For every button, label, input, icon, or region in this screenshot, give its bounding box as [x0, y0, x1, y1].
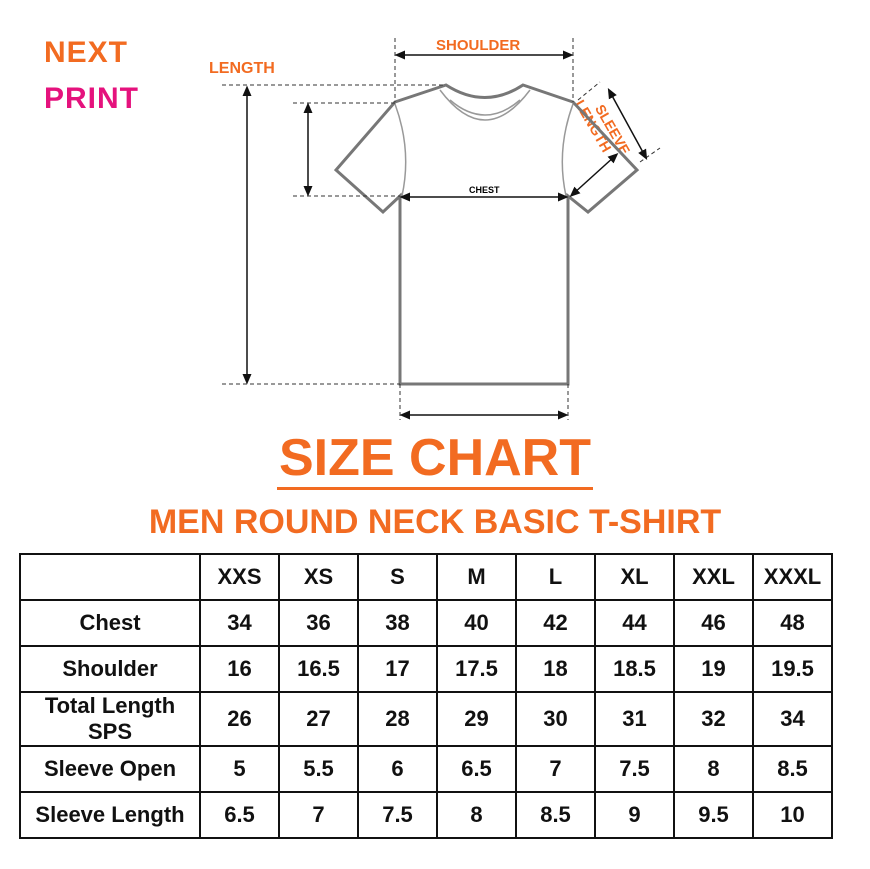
value-cell: 38 [357, 599, 438, 647]
table-row: Total Length SPS 26 27 28 29 30 31 32 34 [19, 691, 833, 747]
size-header: XS [278, 553, 359, 601]
corner-cell [19, 553, 201, 601]
tshirt-outline [333, 83, 640, 386]
row-label: Shoulder [19, 645, 201, 693]
value-cell: 7 [278, 791, 359, 839]
row-label: Sleeve Length [19, 791, 201, 839]
table-row: Chest 34 36 38 40 42 44 46 48 [19, 599, 833, 647]
logo-print: PRINT [44, 82, 139, 115]
value-cell: 27 [278, 691, 359, 747]
size-header: XXL [673, 553, 754, 601]
row-label: Total Length SPS [19, 691, 201, 747]
value-cell: 29 [436, 691, 517, 747]
value-cell: 31 [594, 691, 675, 747]
size-header: L [515, 553, 596, 601]
size-header: XXXL [752, 553, 833, 601]
value-cell: 9.5 [673, 791, 754, 839]
value-cell: 42 [515, 599, 596, 647]
length-label: LENGTH [209, 60, 275, 77]
value-cell: 28 [357, 691, 438, 747]
value-cell: 19.5 [752, 645, 833, 693]
value-cell: 26 [199, 691, 280, 747]
table-row: Shoulder 16 16.5 17 17.5 18 18.5 19 19.5 [19, 645, 833, 693]
value-cell: 7.5 [357, 791, 438, 839]
value-cell: 9 [594, 791, 675, 839]
value-cell: 40 [436, 599, 517, 647]
value-cell: 32 [673, 691, 754, 747]
table-row: Sleeve Open 5 5.5 6 6.5 7 7.5 8 8.5 [19, 745, 833, 793]
value-cell: 30 [515, 691, 596, 747]
value-cell: 36 [278, 599, 359, 647]
size-header: S [357, 553, 438, 601]
size-header: XXS [199, 553, 280, 601]
value-cell: 8 [436, 791, 517, 839]
value-cell: 34 [199, 599, 280, 647]
size-header: XL [594, 553, 675, 601]
value-cell: 7.5 [594, 745, 675, 793]
value-cell: 8 [673, 745, 754, 793]
value-cell: 19 [673, 645, 754, 693]
value-cell: 5 [199, 745, 280, 793]
product-subtitle: MEN ROUND NECK BASIC T-SHIRT [148, 503, 722, 541]
value-cell: 17 [357, 645, 438, 693]
value-cell: 6.5 [436, 745, 517, 793]
row-label: Sleeve Open [19, 745, 201, 793]
value-cell: 16.5 [278, 645, 359, 693]
value-cell: 5.5 [278, 745, 359, 793]
value-cell: 17.5 [436, 645, 517, 693]
value-cell: 6 [357, 745, 438, 793]
table-row: Sleeve Length 6.5 7 7.5 8 8.5 9 9.5 10 [19, 791, 833, 839]
value-cell: 16 [199, 645, 280, 693]
page-title: SIZE CHART [0, 428, 870, 490]
header-row: XXS XS S M L XL XXL XXXL [19, 553, 833, 601]
value-cell: 18 [515, 645, 596, 693]
row-label: Chest [19, 599, 201, 647]
size-header: M [436, 553, 517, 601]
value-cell: 44 [594, 599, 675, 647]
chest-label: CHEST [469, 185, 500, 195]
shoulder-label: SHOULDER [436, 37, 521, 54]
value-cell: 10 [752, 791, 833, 839]
value-cell: 46 [673, 599, 754, 647]
size-chart-title: SIZE CHART [277, 429, 593, 490]
value-cell: 7 [515, 745, 596, 793]
size-table: XXS XS S M L XL XXL XXXL Chest 34 36 38 40 42 44 46 48 Sh… [19, 553, 833, 839]
tshirt-diagram [222, 38, 661, 420]
value-cell: 48 [752, 599, 833, 647]
logo-next: NEXT [44, 36, 129, 69]
value-cell: 8.5 [752, 745, 833, 793]
value-cell: 18.5 [594, 645, 675, 693]
value-cell: 6.5 [199, 791, 280, 839]
value-cell: 8.5 [515, 791, 596, 839]
value-cell: 34 [752, 691, 833, 747]
